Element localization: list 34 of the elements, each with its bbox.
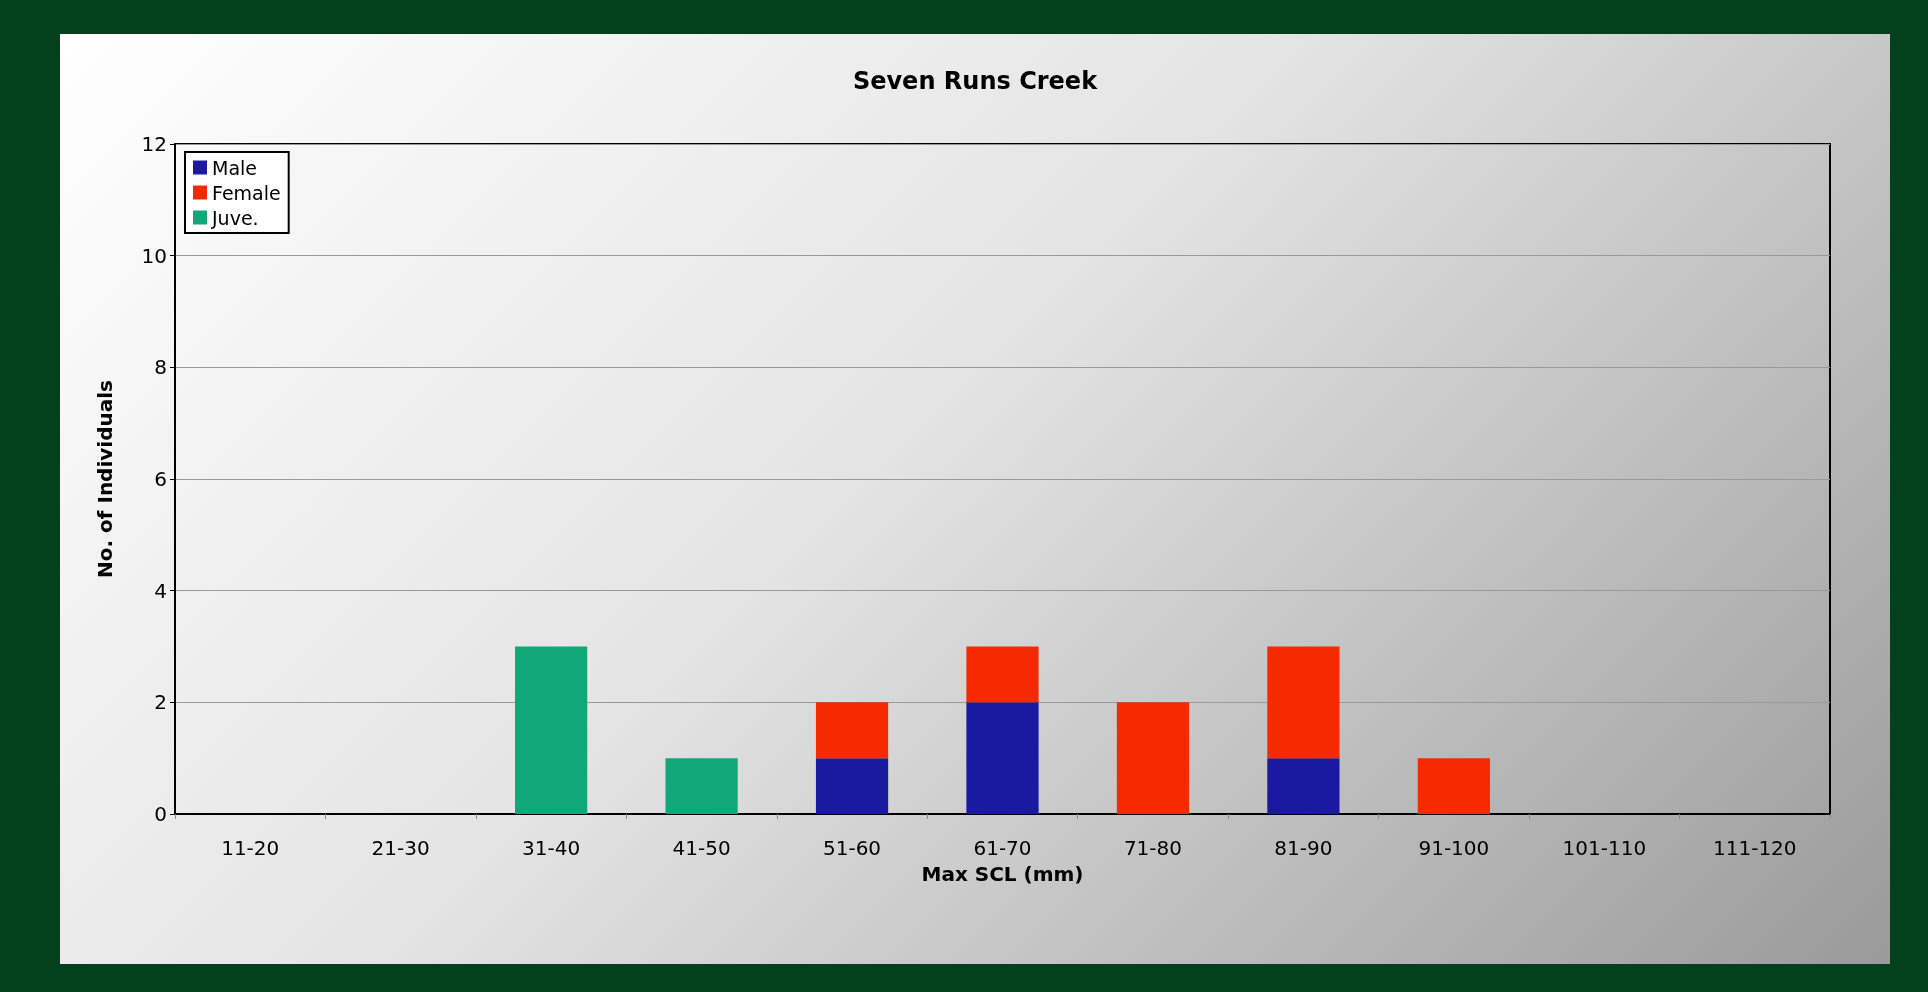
- x-tick-label: 91-100: [1418, 836, 1490, 860]
- x-tick-label: 111-120: [1712, 836, 1797, 860]
- bar: [1116, 702, 1190, 814]
- bar: [815, 758, 889, 814]
- bar: [1267, 646, 1340, 759]
- bar: [966, 646, 1039, 703]
- bar: [1267, 758, 1340, 814]
- legend-label: Male: [212, 156, 258, 179]
- bar: [665, 758, 738, 814]
- x-tick-label: 81-90: [1274, 836, 1333, 860]
- x-tick-label: 101-110: [1562, 836, 1647, 860]
- y-tick-label: 4: [154, 578, 167, 603]
- bar: [1417, 758, 1490, 814]
- x-tick-label: 31-40: [522, 836, 581, 860]
- legend-label: Juve.: [211, 206, 259, 229]
- x-tick-label: 11-20: [221, 836, 280, 860]
- y-tick-label: 0: [154, 802, 167, 826]
- x-tick-label: 71-80: [1123, 836, 1183, 860]
- y-axis-title: No. of Individuals: [93, 380, 117, 578]
- x-axis-title: Max SCL (mm): [921, 862, 1084, 886]
- y-tick-label: 8: [154, 355, 167, 380]
- y-tick-label: 2: [154, 690, 167, 715]
- bar: [966, 702, 1039, 814]
- y-tick-label: 12: [141, 132, 167, 156]
- x-tick-label: 21-30: [371, 836, 430, 860]
- y-tick-label: 6: [154, 467, 167, 491]
- bar: [515, 646, 588, 814]
- x-tick-label: 61-70: [973, 836, 1032, 860]
- legend-label: Female: [212, 181, 281, 204]
- bar: [815, 702, 889, 759]
- chart-title: Seven Runs Creek: [852, 67, 1099, 95]
- y-tick-label: 10: [141, 243, 167, 268]
- x-tick-label: 41-50: [672, 836, 731, 860]
- x-tick-label: 51-60: [822, 836, 882, 860]
